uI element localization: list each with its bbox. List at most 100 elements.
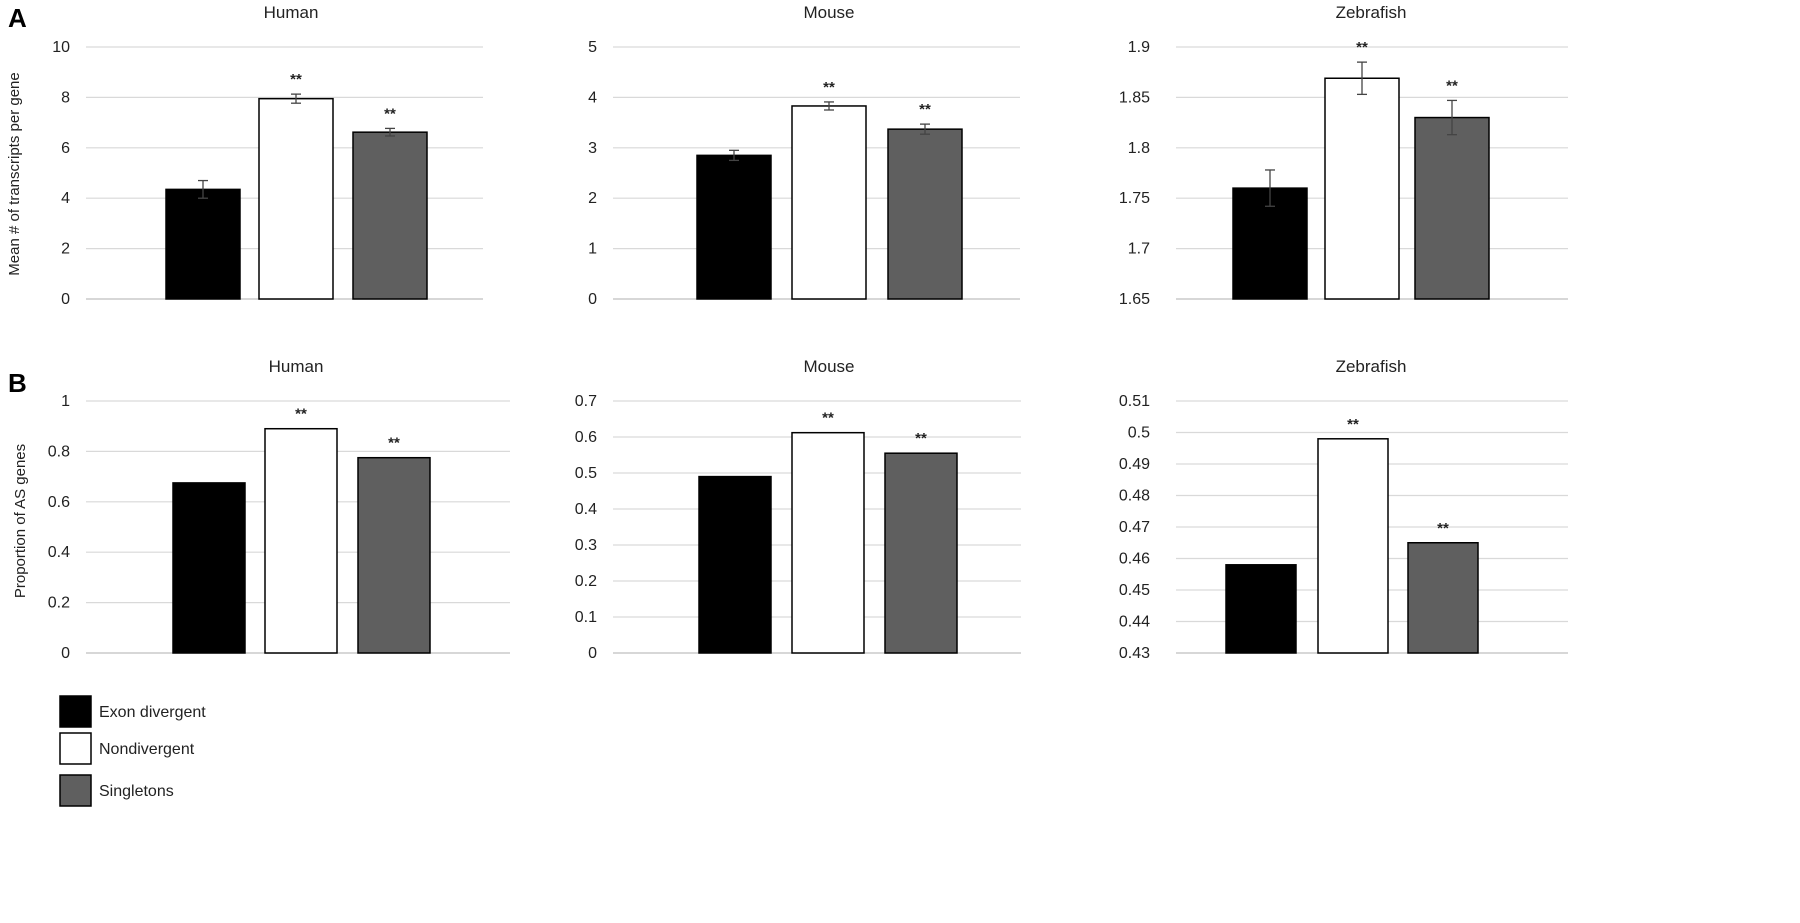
panel-a-human-error-bar-exon-divergent [198,179,208,199]
panel-a-zebrafish-bar-nondivergent [1324,77,1400,300]
panel-a-zebrafish-error-bar-singletons [1447,99,1457,136]
panel-b-zebrafish-significance-singletons: ** [1437,520,1449,537]
panel-b-mouse-title: Mouse [803,357,854,376]
panel-a-human-error-bar-singletons [385,127,395,137]
panel-a-mouse-tick-label: 4 [588,89,597,106]
panel-a-mouse-error-bar-exon-divergent [729,149,739,162]
legend-swatch-exon-divergent [59,695,92,728]
panel-a-human-bar-exon-divergent [165,188,241,300]
panel-a-zebrafish-significance-nondivergent: ** [1356,39,1368,56]
panel-b-human-bar-singletons [357,456,431,654]
panel-a-human-significance-singletons: ** [384,105,396,122]
panel-b-zebrafish-chart: Zebrafish 0.43 0.44 0.45 0.46 0.47 0.48 0.49 0.5… [1119,357,1568,662]
panel-a-human-bar-nondivergent [258,97,334,300]
panel-a-mouse-error-bar-nondivergent [824,101,834,111]
panel-b-mouse-significance-nondivergent: ** [822,410,834,427]
panel-b-zebrafish-tick-label: 0.47 [1119,519,1150,536]
panel-b-mouse-tick-label: 0 [588,645,597,662]
panel-b-zebrafish-tick-label: 0.51 [1119,393,1150,410]
panel-b-human-tick-label: 0.8 [48,443,70,460]
panel-b-human-significance-singletons: ** [388,435,400,452]
panel-b-human-tick-label: 1 [61,393,70,410]
panel-a-mouse-tick-label: 0 [588,291,597,308]
panel-a-human-tick-label: 2 [61,241,70,258]
panel-a-mouse-bar-exon-divergent [696,154,772,300]
panel-b-mouse-tick-label: 0.4 [575,501,597,518]
panel-a-zebrafish-tick-label: 1.7 [1128,241,1150,258]
legend-label-singletons: Singletons [99,783,174,800]
legend-label-exon-divergent: Exon divergent [99,704,206,721]
panel-b-zebrafish-tick-label: 0.48 [1119,488,1150,505]
panel-b-human-tick-label: 0.6 [48,494,70,511]
panel-a-human-chart: Human 0 2 4 6 8 10 ** ** [52,3,483,308]
panel-a-mouse-bar-nondivergent [791,105,867,300]
panel-b-mouse-chart: Mouse 0 0.1 0.2 0.3 0.4 0.5 0.6 0.7 ** ** [575,357,1021,662]
legend-swatch-nondivergent [59,732,92,765]
panel-a-mouse-tick-label: 5 [588,39,597,56]
panel-b-mouse-significance-singletons: ** [915,430,927,447]
panel-a-human-tick-label: 0 [61,291,70,308]
panel-a-zebrafish-tick-label: 1.85 [1119,89,1150,106]
panel-a-human-tick-label: 10 [52,39,70,56]
panel-letter-a: A [8,3,27,33]
panel-b-zebrafish-tick-label: 0.49 [1119,456,1150,473]
panel-a-zebrafish-chart: Zebrafish 1.65 1.7 1.75 1.8 1.85 1.9 ** ** [1119,3,1568,308]
panel-a-zebrafish-tick-label: 1.9 [1128,39,1150,56]
panel-a-mouse-tick-label: 3 [588,140,597,157]
panel-b-mouse-tick-label: 0.6 [575,429,597,446]
legend-label-nondivergent: Nondivergent [99,741,195,758]
panel-b-zebrafish-tick-label: 0.45 [1119,582,1150,599]
panel-b-mouse-bar-nondivergent [791,431,865,654]
legend-swatch-singletons [59,774,92,807]
panel-a-zebrafish-significance-singletons: ** [1446,77,1458,94]
panel-b-zebrafish-tick-label: 0.46 [1119,551,1150,568]
panel-a-mouse-error-bar-singletons [920,123,930,135]
panel-a-zebrafish-tick-label: 1.75 [1119,190,1150,207]
panel-letter-b: B [8,368,27,398]
panel-b-human-bar-exon-divergent [172,482,246,654]
panel-b-human-title: Human [269,357,324,376]
panel-a-y-axis-label: Mean # of transcripts per gene [6,72,23,275]
panel-b-mouse-tick-label: 0.1 [575,609,597,626]
panel-a-mouse-bar-singletons [887,128,963,300]
panel-b-zebrafish-tick-label: 0.44 [1119,614,1150,631]
panel-b-mouse-bar-exon-divergent [698,475,772,654]
panel-a-human-tick-label: 4 [61,190,70,207]
panel-b-zebrafish-tick-label: 0.5 [1128,425,1150,442]
panel-a-zebrafish-error-bar-nondivergent [1357,61,1367,96]
panel-b-mouse-tick-label: 0.3 [575,537,597,554]
panel-a-human-bar-singletons [352,131,428,300]
panel-a-human-tick-label: 8 [61,89,70,106]
panel-a-human-error-bar-nondivergent [291,93,301,104]
panel-a-human-significance-nondivergent: ** [290,71,302,88]
legend: Exon divergent Nondivergent Singletons [59,695,206,807]
panel-a-mouse-tick-label: 1 [588,241,597,258]
panel-a-zebrafish-title: Zebrafish [1336,3,1407,22]
panel-a-zebrafish-tick-label: 1.65 [1119,291,1150,308]
panel-a-zebrafish-error-bar-exon-divergent [1265,169,1275,207]
panel-b-zebrafish-tick-label: 0.43 [1119,645,1150,662]
panel-a-mouse-chart: Mouse 0 1 2 3 4 5 ** ** [588,3,1020,308]
panel-a-zebrafish-tick-label: 1.8 [1128,140,1150,157]
panel-b-mouse-tick-label: 0.2 [575,573,597,590]
panel-b-human-tick-label: 0.2 [48,595,70,612]
panel-b-zebrafish-bar-singletons [1407,542,1479,654]
panel-b-mouse-tick-label: 0.7 [575,393,597,410]
panel-b-zebrafish-significance-nondivergent: ** [1347,416,1359,433]
panel-b-zebrafish-title: Zebrafish [1336,357,1407,376]
panel-a-mouse-significance-singletons: ** [919,101,931,118]
panel-b-y-axis-label: Proportion of AS genes [12,444,29,598]
panel-b-mouse-tick-label: 0.5 [575,465,597,482]
panel-a-human-tick-label: 6 [61,140,70,157]
panel-b-human-tick-label: 0.4 [48,544,70,561]
panel-a-human-title: Human [264,3,319,22]
panel-b-human-tick-label: 0 [61,645,70,662]
charts: Human0246810****Mouse012345****Zebrafish… [48,3,1568,662]
panel-a-mouse-significance-nondivergent: ** [823,79,835,96]
panel-b-human-chart: Human 0 0.2 0.4 0.6 0.8 1 ** ** [48,357,510,662]
panel-a-mouse-title: Mouse [803,3,854,22]
panel-b-human-bar-nondivergent [264,427,338,654]
panel-b-human-significance-nondivergent: ** [295,406,307,423]
panel-b-mouse-bar-singletons [884,452,958,654]
